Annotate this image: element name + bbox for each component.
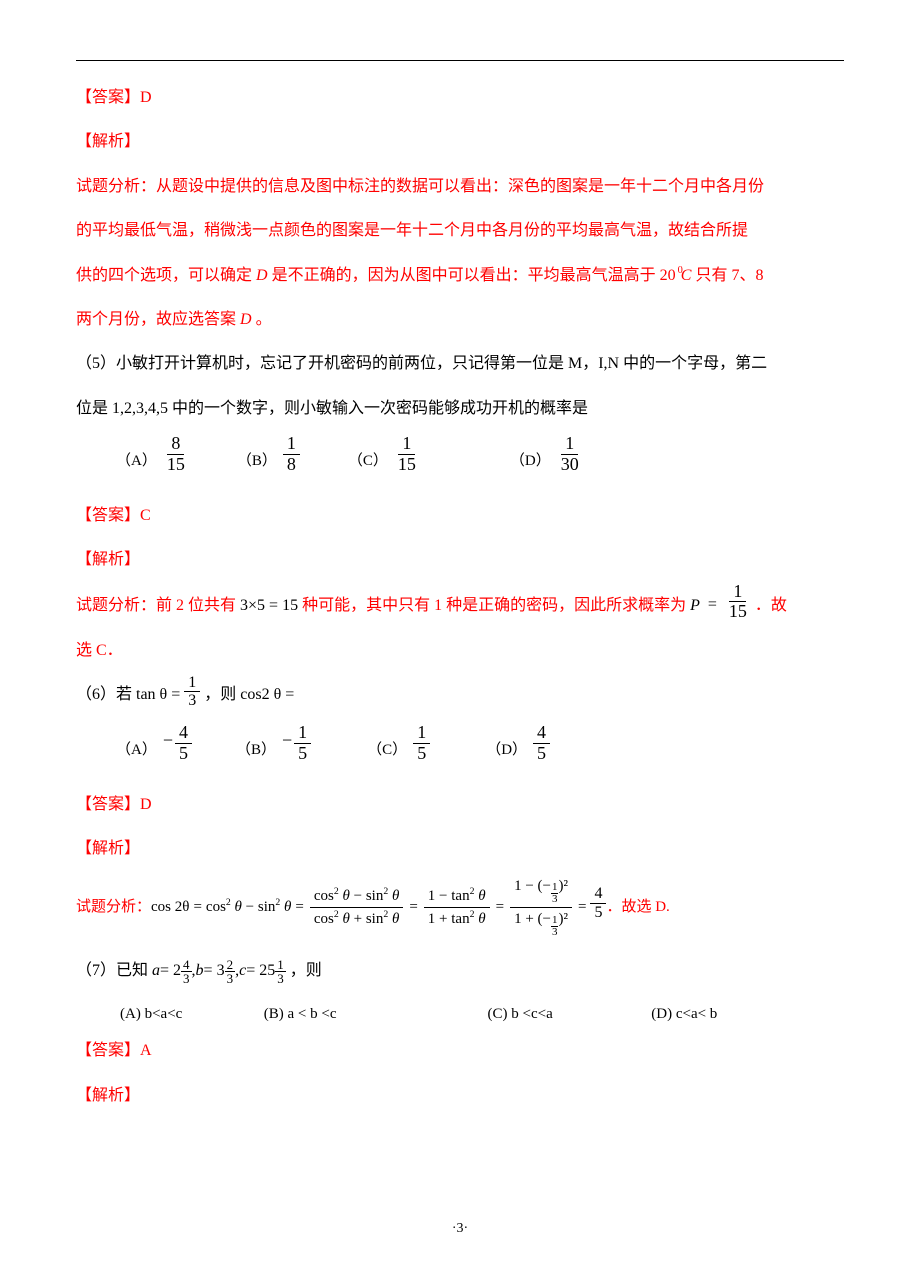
q5-p-frac: 115 (725, 582, 751, 623)
q6-opt-a-frac: 45 (175, 723, 192, 764)
q6-stem-b: ，则 cos2 θ = (204, 686, 294, 703)
q5-stem-l1: （5）小敏打开计算机时，忘记了开机密码的前两位，只记得第一位是 M，I,N 中的… (76, 345, 844, 383)
q5-opt-c-frac: 115 (394, 434, 420, 475)
q7-opt-b: (B) a < b <c (264, 996, 484, 1032)
q4-analysis-l3: 供的四个选项，可以确定 D 是不正确的，因为从图中可以看出：平均最高气温高于 2… (76, 257, 844, 295)
q5-equals: = (708, 596, 717, 613)
q5-analysis-text: 试题分析：前 2 位共有 3×5 = 15 种可能，其中只有 1 种是正确的密码… (76, 586, 844, 627)
q6-frac2: 1 − tan2 θ 1 + tan2 θ (424, 887, 490, 928)
q4-analysis-label: 【解析】 (76, 123, 844, 161)
q7-a-eq: a (152, 952, 160, 990)
q4-answer: 【答案】D (76, 79, 844, 117)
q6-f2-num: 1 − tan2 θ (424, 887, 490, 908)
q6-options: （A） − 45 （B） − 15 （C） 15 （D） 45 (116, 725, 844, 768)
page-number: ·3· (0, 1212, 920, 1246)
q6-f3-num: 1 − (−13)² (510, 877, 572, 908)
q6-opt-d-frac: 45 (533, 723, 550, 764)
q6-f2-den: 1 + tan2 θ (424, 908, 490, 928)
q7-c-eq: c (239, 952, 246, 990)
q7-analysis-label: 【解析】 (76, 1077, 844, 1115)
q6-eq5: = (578, 889, 586, 925)
q4-20: 20 (660, 267, 676, 284)
q6-expand: cos2 θ − sin2 θ (206, 889, 291, 925)
q4-l3b: 是不正确的，因为从图中可以看出：平均最高气温高于 (272, 267, 656, 284)
q4-l3a: 供的四个选项，可以确定 (76, 267, 252, 284)
q4-analysis-l1: 试题分析：从题设中提供的信息及图中标注的数据可以看出：深色的图案是一年十二个月中… (76, 168, 844, 206)
q4-analysis-l4: 两个月份，故应选答案 D 。 (76, 301, 844, 339)
q6-eq4: = (496, 889, 504, 925)
q6-analysis-label: 【解析】 (76, 830, 844, 868)
q6-analysis-suf: ．故选 D. (606, 889, 669, 925)
q7-stem-a: （7）已知 (76, 962, 148, 979)
q7-options: (A) b<a<c (B) a < b <c (C) b <c<a (D) c<… (76, 996, 844, 1032)
q5-eq35: 3×5 = 15 (240, 596, 298, 613)
q7-opt-a: (A) b<a<c (120, 996, 260, 1032)
q6-f1-den: cos2 θ + sin2 θ (310, 908, 403, 928)
q6-eq2: = (295, 889, 303, 925)
q7-stem-b: ，则 (290, 962, 322, 979)
q4-l4a: 两个月份，故应选答案 (76, 311, 236, 328)
q5-opt-c-label: （C） (348, 443, 388, 479)
q5-analysis-a: 试题分析：前 2 位共有 (76, 596, 236, 613)
q4-l3c: 只有 7、8 (695, 267, 763, 284)
q5-options: （A） 815 （B） 18 （C） 115 （D） 130 (116, 438, 844, 479)
q6-res-frac: 45 (590, 885, 606, 921)
q6-analysis-pre: 试题分析： (76, 889, 151, 925)
q6-stem: （6）若 tan θ = 13 ，则 cos2 θ = (76, 676, 844, 714)
q6-eq1: = (193, 889, 201, 925)
q7-a-exp: 43 (181, 958, 192, 985)
q6-frac1: cos2 θ − sin2 θ cos2 θ + sin2 θ (310, 887, 403, 928)
q6-f3-den: 1 + (−13)² (510, 908, 572, 938)
q5-answer: 【答案】C (76, 497, 844, 535)
q6-neg-b: − (282, 719, 292, 762)
q6-f1-num: cos2 θ − sin2 θ (310, 887, 403, 908)
q5-opt-a-label: （A） (116, 443, 157, 479)
q6-neg-a: − (163, 719, 173, 762)
q7-b-eq: b (196, 952, 204, 990)
q5-analysis-b: 种可能，其中只有 1 种是正确的密码，因此所求概率为 (302, 596, 686, 613)
q7-answer: 【答案】A (76, 1032, 844, 1070)
q6-opt-c-frac: 15 (413, 723, 430, 764)
q7-opt-d: (D) c<a< b (651, 996, 717, 1032)
q6-opt-c-label: （C） (367, 732, 407, 768)
q4-analysis-l2: 的平均最低气温，稍微浅一点颜色的图案是一年十二个月中各月份的平均最高气温，故结合… (76, 212, 844, 250)
q5-opt-d-label: （D） (510, 443, 551, 479)
top-rule (76, 60, 844, 61)
q4-d1: D (256, 267, 268, 284)
q5-analysis-label: 【解析】 (76, 541, 844, 579)
q6-answer: 【答案】D (76, 786, 844, 824)
q5-opt-b-label: （B） (237, 443, 277, 479)
q4-period: 。 (256, 311, 272, 328)
q5-opt-a-frac: 815 (163, 434, 189, 475)
q7-b-exp: 23 (225, 958, 236, 985)
q6-stem-a: （6）若 tan θ = (76, 686, 180, 703)
q5-stem-l2: 位是 1,2,3,4,5 中的一个数字，则小敏输入一次密码能够成功开机的概率是 (76, 390, 844, 428)
q7-stem: （7）已知 a = 243, b = 323, c = 2513 ，则 (76, 952, 844, 990)
q6-opt-d-label: （D） (486, 732, 527, 768)
q5-P: P (690, 596, 700, 613)
q7-expr: a = 243, b = 323, c = 2513 (152, 952, 286, 990)
q6-analysis-eq: 试题分析： cos 2θ = cos2 θ − sin2 θ = cos2 θ … (76, 877, 844, 938)
q6-cos2theta: cos 2θ (151, 889, 189, 925)
q6-opt-b-frac: 15 (294, 723, 311, 764)
q6-opt-b-label: （B） (236, 732, 276, 768)
q7-opt-c: (C) b <c<a (488, 996, 648, 1032)
q6-frac3: 1 − (−13)² 1 + (−13)² (510, 877, 572, 938)
q5-analysis-c: ．故 (755, 596, 787, 613)
q4-d2: D (240, 311, 252, 328)
q5-opt-d-frac: 130 (557, 434, 583, 475)
q4-deg: 0 (678, 265, 683, 276)
q6-eq3: = (409, 889, 417, 925)
q5-analysis-d: 选 C． (76, 632, 844, 670)
q6-opt-a-label: （A） (116, 732, 157, 768)
q6-stem-frac: 13 (184, 674, 200, 710)
q5-opt-b-frac: 18 (283, 434, 300, 475)
q7-c-exp: 13 (275, 958, 286, 985)
